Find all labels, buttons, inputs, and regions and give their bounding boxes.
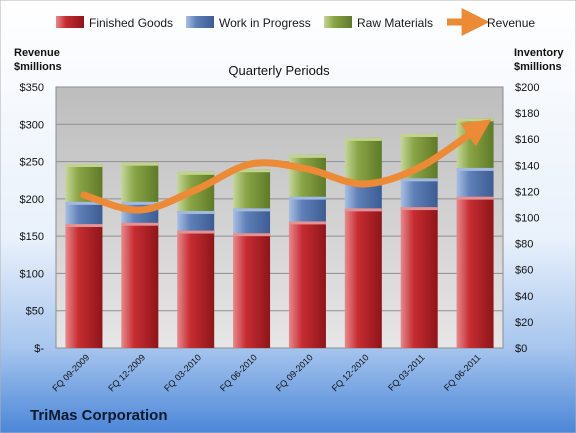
revenue-line bbox=[80, 119, 492, 214]
right-axis-tick-label: $40 bbox=[515, 291, 533, 303]
legend-label-revenue: Revenue bbox=[487, 16, 535, 30]
legend-swatch-raw-materials bbox=[324, 16, 352, 28]
right-axis-tick-label: $60 bbox=[515, 265, 533, 277]
right-axis-label-line1: Inventory bbox=[514, 47, 564, 59]
bar-top-edge bbox=[121, 162, 159, 166]
bar-top-edge bbox=[65, 201, 103, 205]
chart-subtitle: Quarterly Periods bbox=[228, 63, 330, 78]
right-axis: $0 $20 $40 $60 $80 $100 $120 $140 $160 $180 $200 bbox=[515, 82, 539, 355]
bar-top-edge bbox=[288, 196, 326, 200]
bar-work-in-progress bbox=[288, 196, 326, 222]
bar-finished-goods bbox=[344, 208, 382, 348]
right-axis-label-line2: $millions bbox=[514, 61, 562, 73]
right-axis-tick-label: $120 bbox=[515, 186, 539, 198]
bar-work-in-progress bbox=[456, 167, 494, 197]
left-axis-tick-label: $350 bbox=[20, 82, 44, 94]
bar-top-edge bbox=[288, 154, 326, 158]
right-axis-tick-label: $140 bbox=[515, 160, 539, 172]
bar-top-edge bbox=[288, 221, 326, 225]
bar-finished-goods bbox=[121, 222, 159, 348]
bar-finished-goods bbox=[233, 233, 271, 348]
bar-raw-materials bbox=[233, 169, 271, 209]
right-axis-tick-label: $200 bbox=[515, 82, 539, 94]
bar-top-edge bbox=[121, 201, 159, 205]
bar-top-edge bbox=[233, 233, 271, 237]
bar-top-edge bbox=[456, 167, 494, 171]
bar-work-in-progress bbox=[177, 210, 215, 231]
bar-top-edge bbox=[65, 163, 103, 167]
left-axis-tick-label: $100 bbox=[20, 268, 44, 280]
bar-top-edge bbox=[65, 224, 103, 228]
revenue-line-layer bbox=[80, 119, 492, 214]
bar-top-edge bbox=[121, 222, 159, 226]
bar-top-edge bbox=[400, 178, 438, 182]
bar-top-edge bbox=[344, 137, 382, 141]
bar-top-edge bbox=[177, 230, 215, 234]
legend-swatch-work-in-progress bbox=[186, 16, 214, 28]
bar-top-edge bbox=[456, 118, 494, 122]
bar-work-in-progress bbox=[233, 208, 271, 234]
bar-top-edge bbox=[233, 208, 271, 212]
bar-top-edge bbox=[344, 208, 382, 212]
legend-label-finished-goods: Finished Goods bbox=[89, 16, 173, 30]
bar-top-edge bbox=[177, 210, 215, 214]
bar-top-edge bbox=[400, 133, 438, 137]
bar-work-in-progress bbox=[400, 178, 438, 208]
bar-top-edge bbox=[456, 196, 494, 200]
bar-top-edge bbox=[177, 171, 215, 175]
left-axis-tick-label: $300 bbox=[20, 119, 44, 131]
bar-finished-goods bbox=[456, 196, 494, 348]
left-axis-label-line2: $millions bbox=[14, 61, 62, 73]
bar-finished-goods bbox=[65, 224, 103, 348]
right-axis-tick-label: $180 bbox=[515, 108, 539, 120]
legend-label-work-in-progress: Work in Progress bbox=[219, 16, 311, 30]
right-axis-tick-label: $20 bbox=[515, 317, 533, 329]
legend-swatch-finished-goods bbox=[56, 16, 84, 28]
bar-raw-materials bbox=[121, 162, 159, 202]
right-axis-tick-label: $0 bbox=[515, 343, 527, 355]
left-axis-tick-label: $150 bbox=[20, 231, 44, 243]
bar-raw-materials bbox=[344, 137, 382, 183]
left-axis-tick-label: $200 bbox=[20, 194, 44, 206]
right-axis-tick-label: $80 bbox=[515, 239, 533, 251]
bar-top-edge bbox=[400, 207, 438, 211]
left-axis-tick-label: $250 bbox=[20, 157, 44, 169]
right-axis-tick-label: $100 bbox=[515, 213, 539, 225]
bar-top-edge bbox=[233, 169, 271, 173]
bar-work-in-progress bbox=[65, 201, 103, 225]
bar-finished-goods bbox=[177, 230, 215, 348]
bar-finished-goods bbox=[288, 221, 326, 348]
bar-finished-goods bbox=[400, 207, 438, 348]
company-name: TriMas Corporation bbox=[30, 407, 168, 424]
left-axis-label-line1: Revenue bbox=[14, 47, 60, 59]
legend-label-raw-materials: Raw Materials bbox=[357, 16, 433, 30]
left-axis-tick-label: $- bbox=[34, 343, 44, 355]
left-axis: $- $50 $100 $150 $200 $250 $300 $350 bbox=[20, 82, 45, 355]
right-axis-tick-label: $160 bbox=[515, 134, 539, 146]
legend: Finished Goods Work in Progress Raw Mate… bbox=[56, 8, 535, 36]
left-axis-tick-label: $50 bbox=[26, 306, 44, 318]
